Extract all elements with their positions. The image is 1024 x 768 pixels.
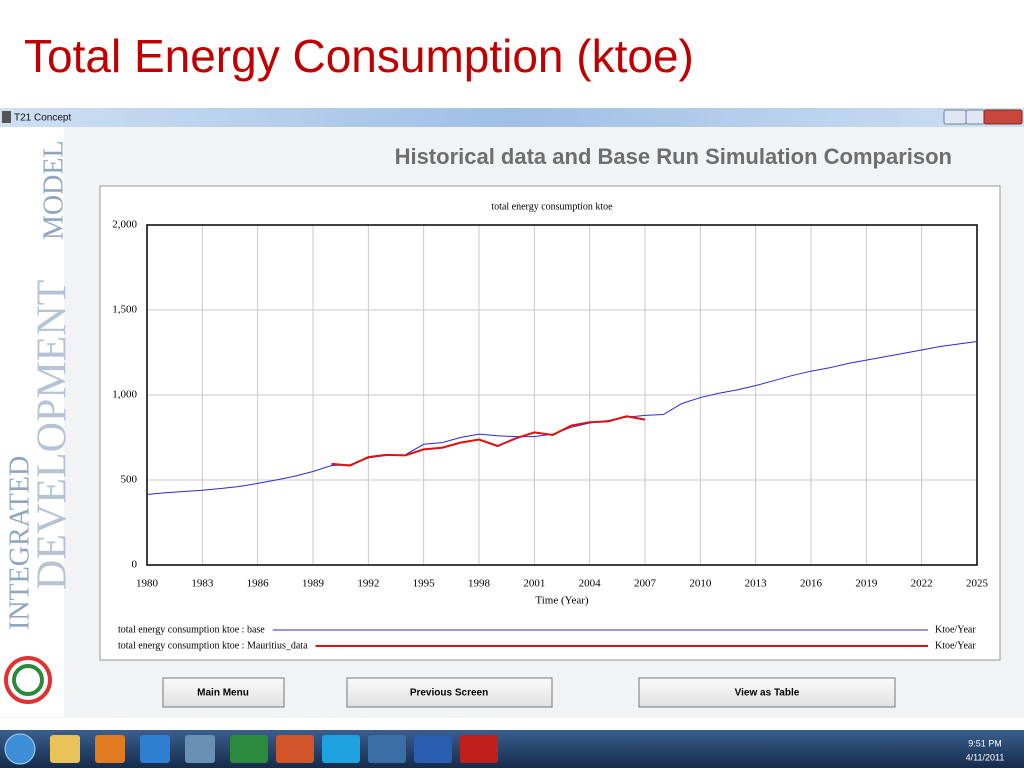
legend-unit: Ktoe/Year (935, 640, 976, 651)
series-line (331, 415, 646, 467)
legend-label: total energy consumption ktoe : base (118, 624, 265, 635)
app-icon[interactable] (185, 735, 215, 763)
button[interactable] (346, 677, 553, 708)
maximize-button[interactable] (965, 109, 985, 125)
x-tick-label: 2001 (523, 578, 545, 590)
y-tick-label: 1,000 (112, 389, 137, 401)
button-label[interactable]: Main Menu (197, 688, 249, 699)
x-tick-label: 2007 (634, 578, 657, 590)
y-tick-label: 0 (132, 559, 138, 571)
start-button[interactable] (4, 733, 36, 765)
x-tick-label: 1992 (357, 578, 379, 590)
close-button[interactable] (983, 109, 1023, 125)
title-bar (0, 108, 1024, 127)
x-tick-label: 2016 (800, 578, 823, 590)
window-icon (2, 111, 11, 123)
app-icon[interactable] (276, 735, 314, 763)
x-tick-label: 1998 (468, 578, 491, 590)
y-tick-label: 1,500 (112, 304, 137, 316)
app-icon[interactable] (322, 735, 360, 763)
button[interactable] (162, 677, 285, 708)
x-tick-label: 2010 (689, 578, 712, 590)
x-tick-label: 1986 (247, 578, 270, 590)
x-tick-label: 1995 (413, 578, 436, 590)
legend-unit: Ktoe/Year (935, 624, 976, 635)
clock-time: 9:51 PM (968, 738, 1002, 748)
x-axis-label: Time (Year) (535, 595, 589, 607)
taskbar (0, 730, 1024, 768)
app-icon[interactable] (460, 735, 498, 763)
app-icon[interactable] (230, 735, 268, 763)
clock-date: 4/11/2011 (966, 752, 1005, 762)
sidebar-word: DEVELOPMENT (30, 280, 76, 590)
logo-inner (12, 664, 44, 696)
x-tick-label: 2013 (745, 578, 768, 590)
legend-label: total energy consumption ktoe : Mauritiu… (118, 640, 308, 651)
x-tick-label: 1989 (302, 578, 325, 590)
chart: total energy consumption ktoe 0 500 1,000 1,… (112, 201, 988, 651)
button-label[interactable]: Previous Screen (410, 688, 488, 699)
sidebar-word: MODEL (38, 140, 69, 240)
taskbar-icons (50, 735, 498, 763)
plot-frame (146, 224, 978, 566)
app-icon[interactable] (50, 735, 80, 763)
y-tick-label: 2,000 (112, 219, 137, 231)
x-tick-label: 2004 (579, 578, 602, 590)
x-tick-label: 2025 (966, 578, 989, 590)
x-tick-label: 2022 (911, 578, 933, 590)
minimize-button[interactable] (943, 109, 967, 125)
x-tick-label: 2019 (855, 578, 878, 590)
app-icon[interactable] (140, 735, 170, 763)
button[interactable] (638, 677, 896, 708)
slide-title: Total Energy Consumption (ktoe) (24, 30, 694, 82)
logo (4, 656, 52, 704)
app-icon[interactable] (414, 735, 452, 763)
window-title: T21 Concept (14, 113, 71, 124)
x-tick-label: 1980 (136, 578, 159, 590)
button-label[interactable]: View as Table (735, 688, 800, 699)
app-icon[interactable] (368, 735, 406, 763)
panel-heading: Historical data and Base Run Simulation … (395, 144, 952, 169)
y-tick-label: 500 (121, 474, 138, 486)
app-icon[interactable] (95, 735, 125, 763)
chart-title: total energy consumption ktoe (491, 201, 613, 212)
x-tick-label: 1983 (191, 578, 214, 590)
chart-panel (99, 185, 1001, 661)
sidebar (0, 127, 64, 717)
sidebar-word: INTEGRATED (4, 456, 35, 630)
